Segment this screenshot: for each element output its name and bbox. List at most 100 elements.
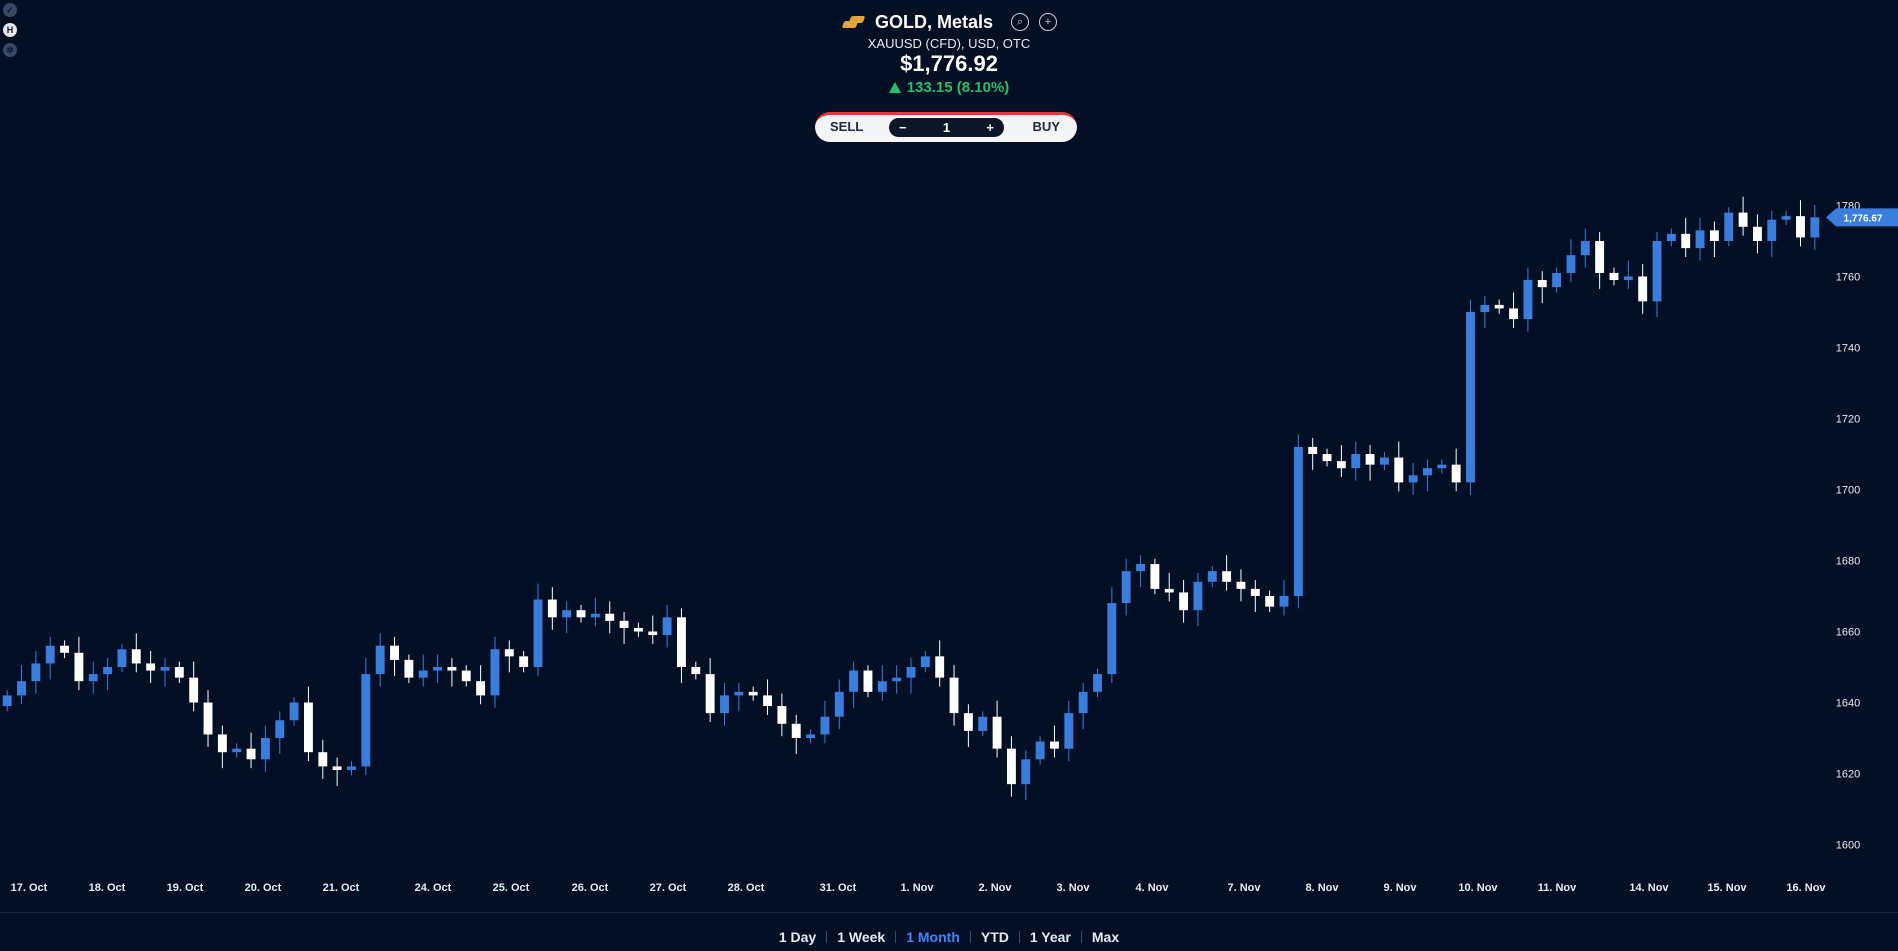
candle[interactable] [1609, 267, 1619, 286]
candle[interactable] [633, 622, 643, 637]
candle[interactable] [1537, 271, 1547, 304]
candle[interactable] [547, 587, 557, 630]
candle[interactable] [1136, 555, 1145, 588]
candle[interactable] [1236, 569, 1246, 602]
candle[interactable] [1509, 292, 1518, 328]
candle[interactable] [146, 651, 156, 683]
candle[interactable] [533, 583, 543, 676]
candle[interactable] [1293, 434, 1303, 609]
candle[interactable] [490, 636, 500, 708]
candle[interactable] [892, 665, 902, 694]
candle[interactable] [361, 658, 371, 776]
candle[interactable] [849, 661, 859, 708]
sell-button[interactable]: SELL [830, 119, 864, 134]
candle[interactable] [1379, 452, 1389, 470]
candle[interactable] [418, 654, 428, 687]
candle[interactable] [1623, 260, 1633, 289]
range-button-1-month[interactable]: 1 Month [906, 929, 960, 945]
candle[interactable] [877, 665, 887, 701]
candle[interactable] [748, 686, 758, 701]
candle[interactable] [1107, 587, 1117, 683]
candle[interactable] [1437, 459, 1447, 474]
candle[interactable] [217, 725, 227, 769]
candle[interactable] [275, 711, 285, 754]
candle[interactable] [1394, 441, 1404, 492]
candle[interactable] [1050, 725, 1059, 758]
candle[interactable] [791, 714, 801, 754]
candle[interactable] [519, 651, 529, 673]
candle[interactable] [1250, 580, 1260, 612]
check-icon[interactable]: ✓ [3, 3, 17, 17]
candle[interactable] [60, 640, 70, 659]
candle[interactable] [375, 633, 385, 687]
candle[interactable] [504, 640, 514, 673]
candle[interactable] [88, 661, 98, 694]
candle[interactable] [1207, 565, 1217, 588]
candle[interactable] [590, 597, 600, 627]
candle[interactable] [476, 665, 486, 705]
candle[interactable] [1365, 445, 1375, 481]
minus-button[interactable]: − [899, 120, 907, 135]
range-button-1-year[interactable]: 1 Year [1029, 929, 1071, 945]
candle[interactable] [963, 704, 973, 747]
range-button-1-week[interactable]: 1 Week [837, 929, 886, 945]
candle[interactable] [705, 658, 715, 723]
candle[interactable] [720, 682, 729, 726]
candle[interactable] [820, 700, 830, 744]
candle[interactable] [1164, 572, 1174, 602]
candle[interactable] [1121, 558, 1131, 616]
search-icon[interactable]: ⌕ [1011, 13, 1030, 31]
candle[interactable] [1093, 668, 1102, 698]
candle[interactable] [203, 690, 213, 747]
candle[interactable] [1724, 207, 1734, 247]
candle[interactable] [978, 711, 988, 737]
candle[interactable] [332, 757, 342, 786]
candle[interactable] [1595, 232, 1605, 289]
candle[interactable] [576, 604, 586, 623]
candle[interactable] [619, 611, 629, 644]
candle[interactable] [605, 601, 615, 634]
candle[interactable] [1638, 264, 1648, 314]
range-button-ytd[interactable]: YTD [980, 929, 1009, 945]
candle[interactable] [1322, 448, 1332, 467]
candle[interactable] [777, 693, 787, 737]
candle[interactable] [1695, 217, 1705, 261]
candle[interactable] [433, 654, 443, 683]
plus-button[interactable]: + [986, 120, 994, 135]
candle[interactable] [949, 665, 959, 726]
candle[interactable] [232, 743, 242, 758]
candle[interactable] [131, 633, 141, 673]
candle[interactable] [806, 729, 816, 744]
candle[interactable] [1179, 580, 1189, 623]
candle[interactable] [1796, 200, 1805, 247]
candle[interactable] [1752, 214, 1762, 254]
candle[interactable] [935, 640, 945, 687]
candle[interactable] [1666, 228, 1676, 247]
candle[interactable] [1006, 736, 1016, 797]
settings-icon[interactable]: ✲ [3, 43, 17, 57]
candle[interactable] [1681, 217, 1691, 257]
quantity-value[interactable]: 1 [942, 120, 951, 135]
candle[interactable] [45, 636, 55, 680]
candle[interactable] [1781, 210, 1791, 226]
candle[interactable] [447, 658, 457, 687]
candle[interactable] [260, 725, 270, 772]
candle[interactable] [1150, 558, 1160, 595]
candle[interactable] [304, 686, 313, 762]
candle[interactable] [562, 601, 572, 634]
candle[interactable] [648, 615, 658, 644]
candle[interactable] [1351, 441, 1361, 481]
candle[interactable] [1810, 204, 1820, 250]
candle[interactable] [691, 661, 701, 680]
candle[interactable] [17, 665, 26, 705]
candle[interactable] [1480, 296, 1490, 328]
candle[interactable] [834, 679, 844, 730]
candle[interactable] [318, 739, 328, 779]
candle[interactable] [1738, 196, 1748, 236]
candle[interactable] [863, 665, 873, 698]
candlestick-chart[interactable]: 1600162016401660168017001720174017601780… [0, 0, 1898, 912]
candle[interactable] [1451, 448, 1461, 492]
candle[interactable] [189, 661, 199, 712]
candle[interactable] [31, 651, 41, 694]
candle[interactable] [1035, 736, 1045, 765]
